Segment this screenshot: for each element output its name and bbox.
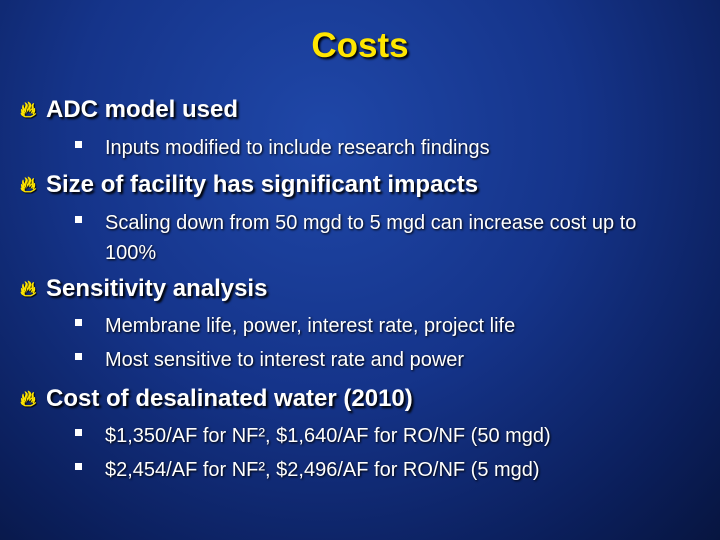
slide-title: Costs	[311, 26, 409, 65]
bullet-text: ADC model used	[46, 96, 239, 123]
square-bullet-icon	[75, 141, 82, 148]
square-bullet-icon	[75, 429, 82, 436]
bullet-item: 🔥︎ Size of facility has significant impac…	[20, 171, 478, 199]
flame-bullet-icon: 🔥︎	[20, 276, 37, 301]
bullet-item: 🔥︎ ADC model used	[20, 96, 238, 124]
sub-bullet-item: Scaling down from 50 mgd to 5 mgd can in…	[75, 208, 685, 268]
bullet-text: Cost of desalinated water (2010)	[46, 385, 413, 412]
flame-bullet-icon: 🔥︎	[20, 97, 37, 122]
sub-bullet-item: $2,454/AF for NF², $2,496/AF for RO/NF (…	[75, 455, 685, 485]
sub-bullet-item: Most sensitive to interest rate and powe…	[75, 345, 685, 375]
bullet-item: 🔥︎ Cost of desalinated water (2010)	[20, 385, 413, 413]
square-bullet-icon	[75, 319, 82, 326]
sub-bullet-text: Most sensitive to interest rate and powe…	[105, 349, 465, 371]
square-bullet-icon	[75, 216, 82, 223]
bullet-item: 🔥︎ Sensitivity analysis	[20, 275, 267, 303]
square-bullet-icon	[75, 463, 82, 470]
bullet-text: Size of facility has significant impacts	[46, 171, 479, 198]
square-bullet-icon	[75, 353, 82, 360]
flame-bullet-icon: 🔥︎	[20, 172, 37, 197]
sub-bullet-text: Inputs modified to include research find…	[105, 137, 490, 159]
sub-bullet-text: $2,454/AF for NF², $2,496/AF for RO/NF (…	[105, 459, 540, 481]
sub-bullet-text: Membrane life, power, interest rate, pro…	[105, 315, 516, 337]
flame-bullet-icon: 🔥︎	[20, 386, 37, 411]
sub-bullet-item: Inputs modified to include research find…	[75, 133, 685, 163]
sub-bullet-text: $1,350/AF for NF², $1,640/AF for RO/NF (…	[105, 425, 551, 447]
sub-bullet-text: Scaling down from 50 mgd to 5 mgd can in…	[105, 212, 637, 264]
bullet-text: Sensitivity analysis	[46, 275, 268, 302]
sub-bullet-item: Membrane life, power, interest rate, pro…	[75, 311, 685, 341]
sub-bullet-item: $1,350/AF for NF², $1,640/AF for RO/NF (…	[75, 421, 685, 451]
